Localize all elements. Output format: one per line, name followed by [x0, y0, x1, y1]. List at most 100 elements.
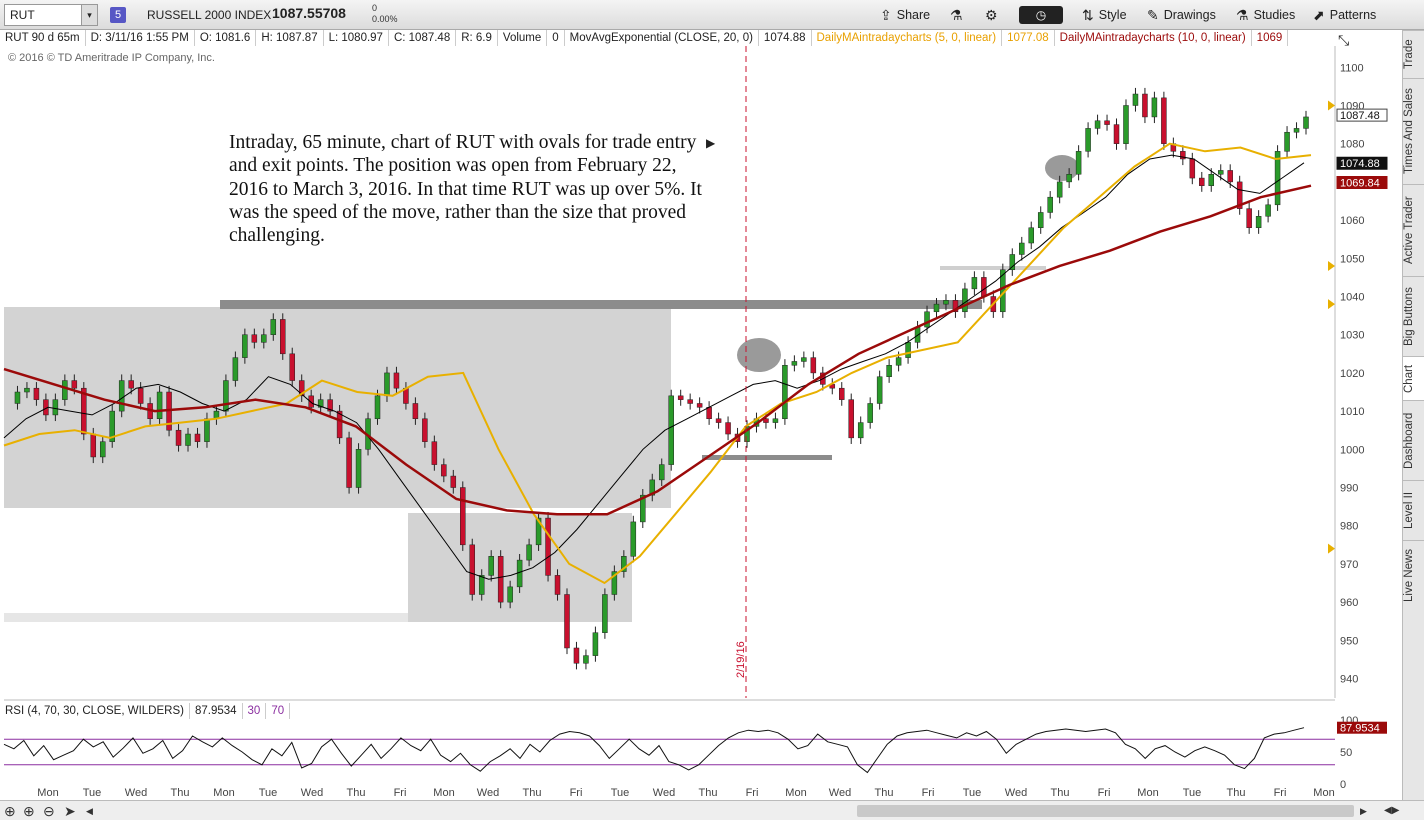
change-value: 0 [372, 3, 378, 13]
scroll-left-icon[interactable]: ◀ [86, 806, 93, 816]
zoom-out-icon[interactable]: ⊖ [43, 803, 55, 819]
chevron-down-icon[interactable]: ▾ [81, 5, 97, 25]
candle-down [763, 418, 769, 423]
price-tick-label: 1030 [1340, 330, 1364, 342]
price-tick-label: 1080 [1340, 139, 1364, 151]
candle-up [24, 387, 30, 393]
last-price-tag-box [1336, 108, 1388, 122]
price-tick-label: 980 [1340, 521, 1358, 533]
tab-level-ii[interactable]: Level II [1403, 480, 1424, 540]
info-close: C: 1087.48 [389, 30, 457, 46]
price-tick-label: 1050 [1340, 253, 1364, 265]
time-axis[interactable]: Mon Tue Wed Thu Mon Tue Wed Thu Fri Mon Wed Thu Fri T… [37, 787, 1334, 799]
time-tick-label: Tue [259, 787, 278, 799]
candle-up [374, 395, 381, 420]
info-ma5-value: 1077.08 [1002, 30, 1055, 46]
symbol-input[interactable]: RUT ▾ [4, 4, 98, 26]
scroll-right-icon[interactable]: ▶ [1360, 806, 1367, 816]
candle-up [204, 418, 210, 442]
studies-label: Studies [1253, 8, 1296, 22]
candle-down [71, 380, 78, 389]
rsi-tick-label: 0 [1340, 779, 1346, 791]
clock-icon[interactable]: ◷ [1019, 6, 1063, 24]
info-ma10-label[interactable]: DailyMAintradaycharts (10, 0, linear) [1055, 30, 1252, 46]
candle-up [1274, 151, 1281, 206]
time-tick-label: Thu [1051, 787, 1070, 799]
candle-up [232, 357, 239, 381]
tab-active-trader[interactable]: Active Trader [1403, 184, 1424, 276]
style-button[interactable]: ⇅ Style [1082, 5, 1127, 25]
price-tick-label: 950 [1340, 635, 1358, 647]
time-tick-label: Fri [1274, 787, 1287, 799]
alert-marker [1328, 299, 1335, 310]
instrument-name: RUSSELL 2000 INDEX [147, 8, 272, 22]
price-axis[interactable]: 940 950 960 970 980 990 1000 1010 1020 1030 1040 10… [1328, 46, 1388, 698]
tab-chart[interactable]: Chart [1403, 356, 1424, 400]
candle-down [554, 575, 561, 595]
info-volume-label: Volume [498, 30, 548, 46]
candle-up [185, 433, 191, 446]
ma5-line [3, 142, 1312, 585]
candle-up [857, 422, 864, 439]
info-date: D: 3/11/16 1:55 PM [86, 30, 195, 46]
tab-times-and-sales[interactable]: Times And Sales [1403, 78, 1424, 184]
candle-up [99, 441, 106, 458]
candle-down [393, 372, 400, 389]
candle-up [526, 544, 532, 561]
tab-dashboard[interactable]: Dashboard [1403, 400, 1424, 480]
flask-button[interactable]: ⚗ [950, 5, 963, 25]
price-tick-label: 1000 [1340, 444, 1364, 456]
time-tick-label: Fri [570, 787, 583, 799]
patterns-button[interactable]: ⬈ Patterns [1313, 5, 1376, 25]
tab-trade[interactable]: Trade [1403, 30, 1424, 78]
tab-live-news[interactable]: Live News [1403, 540, 1424, 610]
price-tick-label: 990 [1340, 483, 1358, 495]
studies-button[interactable]: ⚗ Studies [1236, 5, 1295, 25]
candle-up [14, 391, 21, 404]
pointer-icon[interactable]: ➤ [64, 803, 76, 819]
crosshair-icon[interactable]: ⊕ [4, 803, 16, 819]
zoom-in-icon[interactable]: ⊕ [23, 803, 35, 819]
drawings-button[interactable]: ✎ Drawings [1147, 5, 1216, 25]
candle-up [1217, 170, 1224, 175]
collapse-icon[interactable]: ⤡ [1338, 32, 1350, 48]
info-ma10-value: 1069 [1252, 30, 1289, 46]
info-symbol[interactable]: RUT 90 d 65m [0, 30, 86, 46]
rsi-tick-label: 50 [1340, 747, 1352, 759]
candle-up [1047, 196, 1053, 213]
candle-down [251, 334, 258, 343]
style-label: Style [1098, 8, 1127, 22]
candle-up [223, 380, 229, 412]
price-chart[interactable]: 2/19/16 940 950 960 970 980 990 1000 1010 1020 10… [0, 0, 1402, 800]
candle-up [649, 479, 656, 496]
time-tick-label: Thu [875, 787, 894, 799]
horizontal-scrollbar[interactable] [857, 805, 1354, 817]
time-tick-label: Thu [699, 787, 718, 799]
info-ema-label[interactable]: MovAvgExponential (CLOSE, 20, 0) [565, 30, 759, 46]
share-button[interactable]: ⇪ Share [880, 5, 930, 25]
candle-up [924, 311, 930, 328]
link-group-badge[interactable]: 5 [110, 7, 126, 23]
settings-button[interactable]: ⚙ [985, 5, 998, 25]
price-tick-label: 1010 [1340, 406, 1364, 418]
info-high: H: 1087.87 [256, 30, 324, 46]
candle-down [981, 277, 987, 297]
candle-down [412, 403, 419, 420]
candle-up [801, 357, 807, 362]
candle-up [791, 361, 798, 366]
price-tick-label: 1020 [1340, 368, 1364, 380]
expand-icon[interactable]: ◀▶ [1384, 805, 1400, 816]
time-tick-label: Thu [171, 787, 190, 799]
candle-up [621, 556, 627, 572]
candle-up [1303, 116, 1309, 129]
info-ma5-label[interactable]: DailyMAintradaycharts (5, 0, linear) [812, 30, 1003, 46]
tab-big-buttons[interactable]: Big Buttons [1403, 276, 1424, 356]
alert-marker [1328, 100, 1335, 111]
candle-up [1265, 204, 1271, 217]
candle-down [839, 387, 845, 400]
chart-shading [4, 155, 1079, 622]
candle-down [564, 594, 570, 649]
rsi-label[interactable]: RSI (4, 70, 30, CLOSE, WILDERS) [0, 703, 190, 719]
time-tick-label: Tue [1183, 787, 1202, 799]
candle-down [137, 387, 144, 404]
